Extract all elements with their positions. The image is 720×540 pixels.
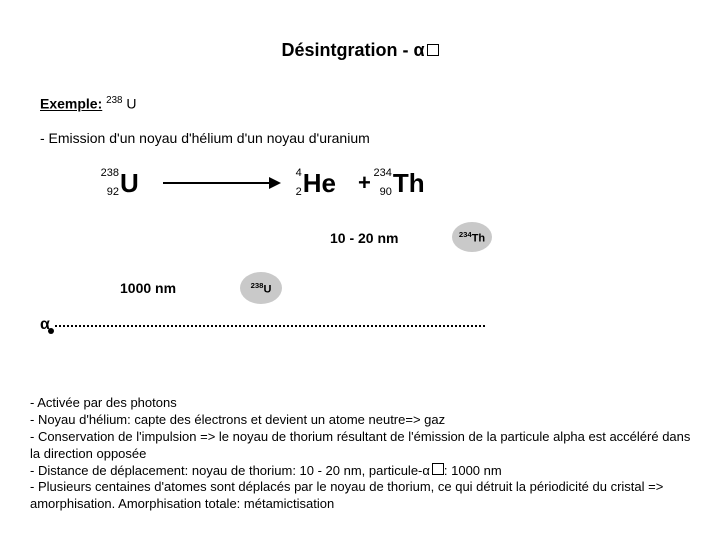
slide-title: Désintgration - α xyxy=(0,40,720,61)
mass-number: 4 xyxy=(296,168,302,179)
element-symbol: U xyxy=(120,168,139,198)
recoil-distance-label: 10 - 20 nm xyxy=(330,230,398,246)
alpha-particle-dot xyxy=(48,328,54,334)
desc-line: - Activée par des photons xyxy=(30,395,700,412)
thorium-blob-label: 234Th xyxy=(459,230,485,245)
alpha-distance-label: 1000 nm xyxy=(120,280,176,296)
atomic-number: 92 xyxy=(107,187,119,198)
example-label: Exemple: xyxy=(40,96,102,112)
example-mass: 238 xyxy=(106,95,122,106)
nuclide-uranium: 238 92 U xyxy=(120,170,139,196)
plus-sign: + xyxy=(358,170,371,196)
atomic-number: 2 xyxy=(296,187,302,198)
mass-number: 234 xyxy=(374,168,392,179)
thorium-blob: 234Th xyxy=(452,222,492,252)
mass-number: 238 xyxy=(101,168,119,179)
box-glyph xyxy=(432,463,444,475)
desc-line: - Noyau d'hélium: capte des électrons et… xyxy=(30,412,700,429)
desc-line: - Plusieurs centaines d'atomes sont dépl… xyxy=(30,479,700,513)
slide: Désintgration - α Exemple: 238 U - Emiss… xyxy=(0,0,720,540)
example-symbol: U xyxy=(126,96,136,112)
uranium-blob-label: 238U xyxy=(251,281,272,296)
desc-line: - Conservation de l'impulsion => le noya… xyxy=(30,429,700,463)
uranium-blob: 238U xyxy=(240,272,282,304)
desc-line: - Distance de déplacement: noyau de thor… xyxy=(30,463,700,480)
reaction-equation: 238 92 U 4 2 He + 234 90 Th xyxy=(120,170,425,196)
title-text: Désintgration - α xyxy=(281,40,424,60)
element-symbol: He xyxy=(303,168,336,198)
nuclide-thorium: 234 90 Th xyxy=(393,170,425,196)
description-list: - Activée par des photons - Noyau d'héli… xyxy=(30,395,700,513)
element-symbol: Th xyxy=(393,168,425,198)
box-glyph xyxy=(427,44,439,56)
nuclide-helium: 4 2 He xyxy=(303,170,336,196)
reaction-arrow-icon xyxy=(161,173,281,193)
example-line: Exemple: 238 U xyxy=(40,95,137,112)
atomic-number: 90 xyxy=(380,187,392,198)
emission-text: - Emission d'un noyau d'hélium d'un noya… xyxy=(40,130,370,146)
alpha-track-line xyxy=(55,325,485,327)
